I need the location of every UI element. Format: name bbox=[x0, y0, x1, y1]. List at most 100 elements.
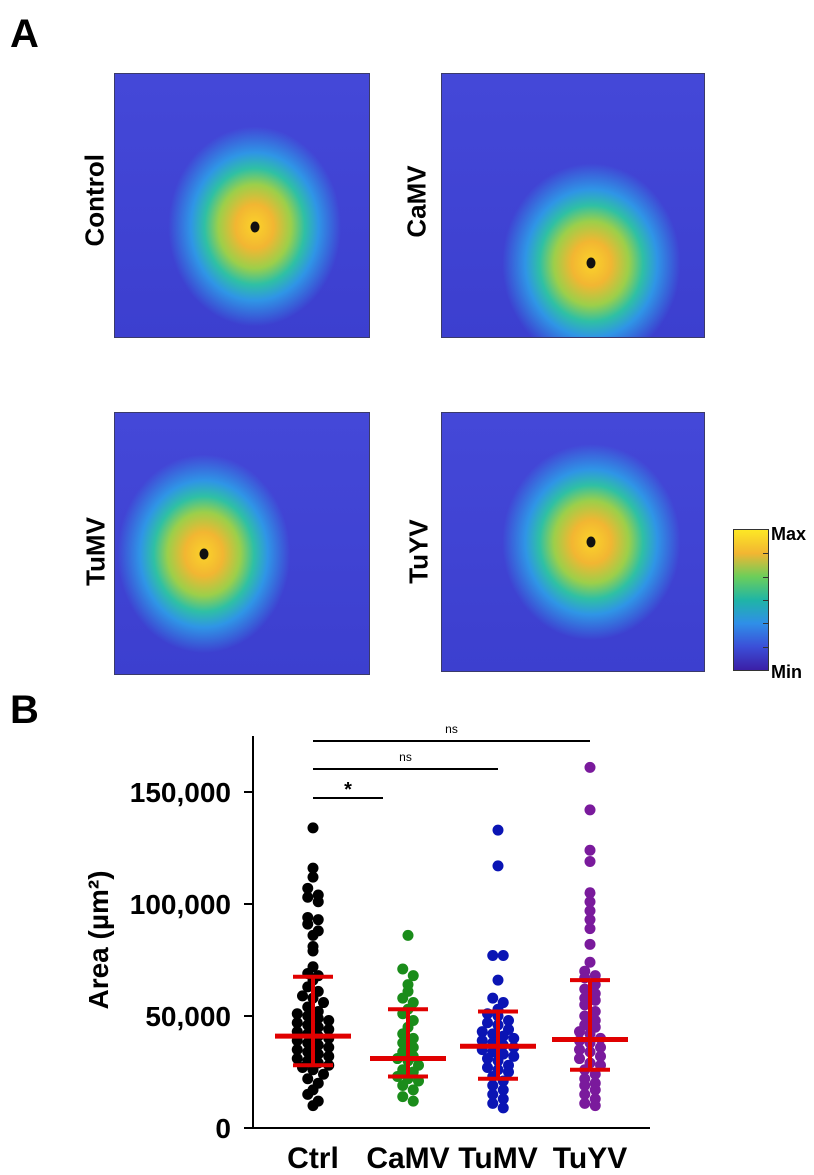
data-point bbox=[589, 994, 601, 1006]
colorbar-max-label: Max bbox=[771, 524, 807, 544]
data-point bbox=[397, 1037, 409, 1049]
data-point bbox=[492, 860, 504, 872]
data-point bbox=[487, 1028, 499, 1040]
data-point bbox=[595, 1050, 606, 1062]
data-point bbox=[584, 844, 596, 856]
y-tick-label: 0 bbox=[215, 1113, 231, 1144]
data-point bbox=[291, 1008, 303, 1020]
data-point bbox=[476, 1035, 488, 1047]
data-point bbox=[487, 1097, 499, 1109]
data-point bbox=[584, 905, 596, 917]
data-point bbox=[584, 956, 596, 968]
data-point bbox=[482, 1017, 493, 1029]
data-point bbox=[312, 1039, 324, 1051]
data-point bbox=[584, 761, 596, 773]
panel-a-letter: A bbox=[10, 12, 39, 56]
y-tick-label: 50,000 bbox=[145, 1001, 231, 1032]
y-tick-label: 150,000 bbox=[130, 777, 231, 808]
colorbar bbox=[733, 529, 769, 671]
data-point bbox=[302, 1001, 314, 1013]
colorbar-min-label: Min bbox=[771, 662, 802, 682]
heatmap-camv bbox=[441, 73, 705, 338]
heatmap-peak-marker bbox=[199, 548, 209, 560]
colorbar-tick bbox=[763, 600, 768, 601]
heatmap-peak-marker bbox=[586, 536, 596, 548]
data-point bbox=[302, 1019, 314, 1031]
data-point bbox=[402, 929, 414, 941]
data-point bbox=[595, 1041, 606, 1053]
data-point bbox=[497, 1030, 509, 1042]
data-point bbox=[323, 1041, 335, 1053]
data-point bbox=[302, 981, 314, 993]
data-point bbox=[312, 1012, 324, 1024]
data-point bbox=[302, 891, 314, 903]
data-point bbox=[487, 950, 499, 962]
data-point bbox=[584, 914, 596, 926]
data-point bbox=[302, 918, 314, 930]
data-point bbox=[584, 855, 596, 867]
data-point bbox=[584, 887, 596, 899]
data-point bbox=[579, 1097, 591, 1109]
data-point bbox=[407, 1041, 419, 1053]
data-point bbox=[584, 923, 596, 935]
data-point bbox=[579, 1088, 591, 1100]
data-point bbox=[302, 1073, 314, 1085]
data-point bbox=[574, 1026, 585, 1038]
data-point bbox=[574, 1044, 585, 1056]
data-point bbox=[407, 1032, 419, 1044]
significance-label: ns bbox=[399, 750, 412, 764]
data-point bbox=[302, 1010, 314, 1022]
data-point bbox=[497, 1093, 509, 1105]
data-point bbox=[589, 1006, 601, 1018]
data-point bbox=[508, 1032, 520, 1044]
data-point bbox=[508, 1050, 520, 1062]
data-point bbox=[589, 1100, 601, 1112]
data-point bbox=[307, 1100, 319, 1112]
heatmap-control bbox=[114, 73, 370, 338]
data-point bbox=[482, 1062, 493, 1074]
data-point bbox=[503, 1066, 514, 1078]
data-point bbox=[397, 1079, 409, 1091]
data-point bbox=[307, 822, 319, 834]
x-tick-label: TuYV bbox=[553, 1142, 627, 1175]
heatmap-tumv bbox=[114, 412, 370, 675]
data-point bbox=[302, 1088, 314, 1100]
heatmap-peak-marker bbox=[250, 221, 260, 233]
data-point bbox=[307, 945, 319, 957]
data-point bbox=[307, 871, 319, 883]
data-point bbox=[302, 882, 314, 894]
data-point bbox=[407, 970, 419, 982]
data-point bbox=[323, 1023, 335, 1035]
colorbar-tick bbox=[763, 646, 768, 648]
significance-label: ns bbox=[445, 722, 458, 736]
data-point bbox=[487, 1079, 499, 1091]
data-point bbox=[291, 1044, 303, 1056]
data-point bbox=[302, 1037, 314, 1049]
data-point bbox=[492, 974, 504, 986]
data-point bbox=[476, 1026, 488, 1038]
data-point bbox=[318, 997, 329, 1009]
y-tick-label: 100,000 bbox=[130, 889, 231, 920]
data-point bbox=[579, 983, 591, 995]
data-point bbox=[397, 963, 409, 975]
data-point bbox=[291, 1053, 303, 1065]
data-point bbox=[323, 1050, 335, 1062]
colorbar-tick bbox=[763, 576, 768, 578]
data-point bbox=[397, 1091, 409, 1103]
data-point bbox=[589, 1084, 601, 1096]
data-point bbox=[323, 1014, 335, 1026]
data-point bbox=[312, 914, 324, 926]
data-point bbox=[497, 1102, 509, 1114]
data-point bbox=[482, 1053, 493, 1065]
data-point bbox=[397, 992, 409, 1004]
colorbar-tick bbox=[763, 623, 768, 625]
x-tick-label: Ctrl bbox=[287, 1142, 339, 1175]
data-point bbox=[579, 1010, 591, 1022]
data-point bbox=[584, 896, 596, 908]
data-point bbox=[407, 1084, 419, 1096]
data-point bbox=[584, 938, 596, 950]
data-point bbox=[487, 1088, 499, 1100]
heatmap-tuyv bbox=[441, 412, 705, 672]
data-point bbox=[497, 950, 509, 962]
